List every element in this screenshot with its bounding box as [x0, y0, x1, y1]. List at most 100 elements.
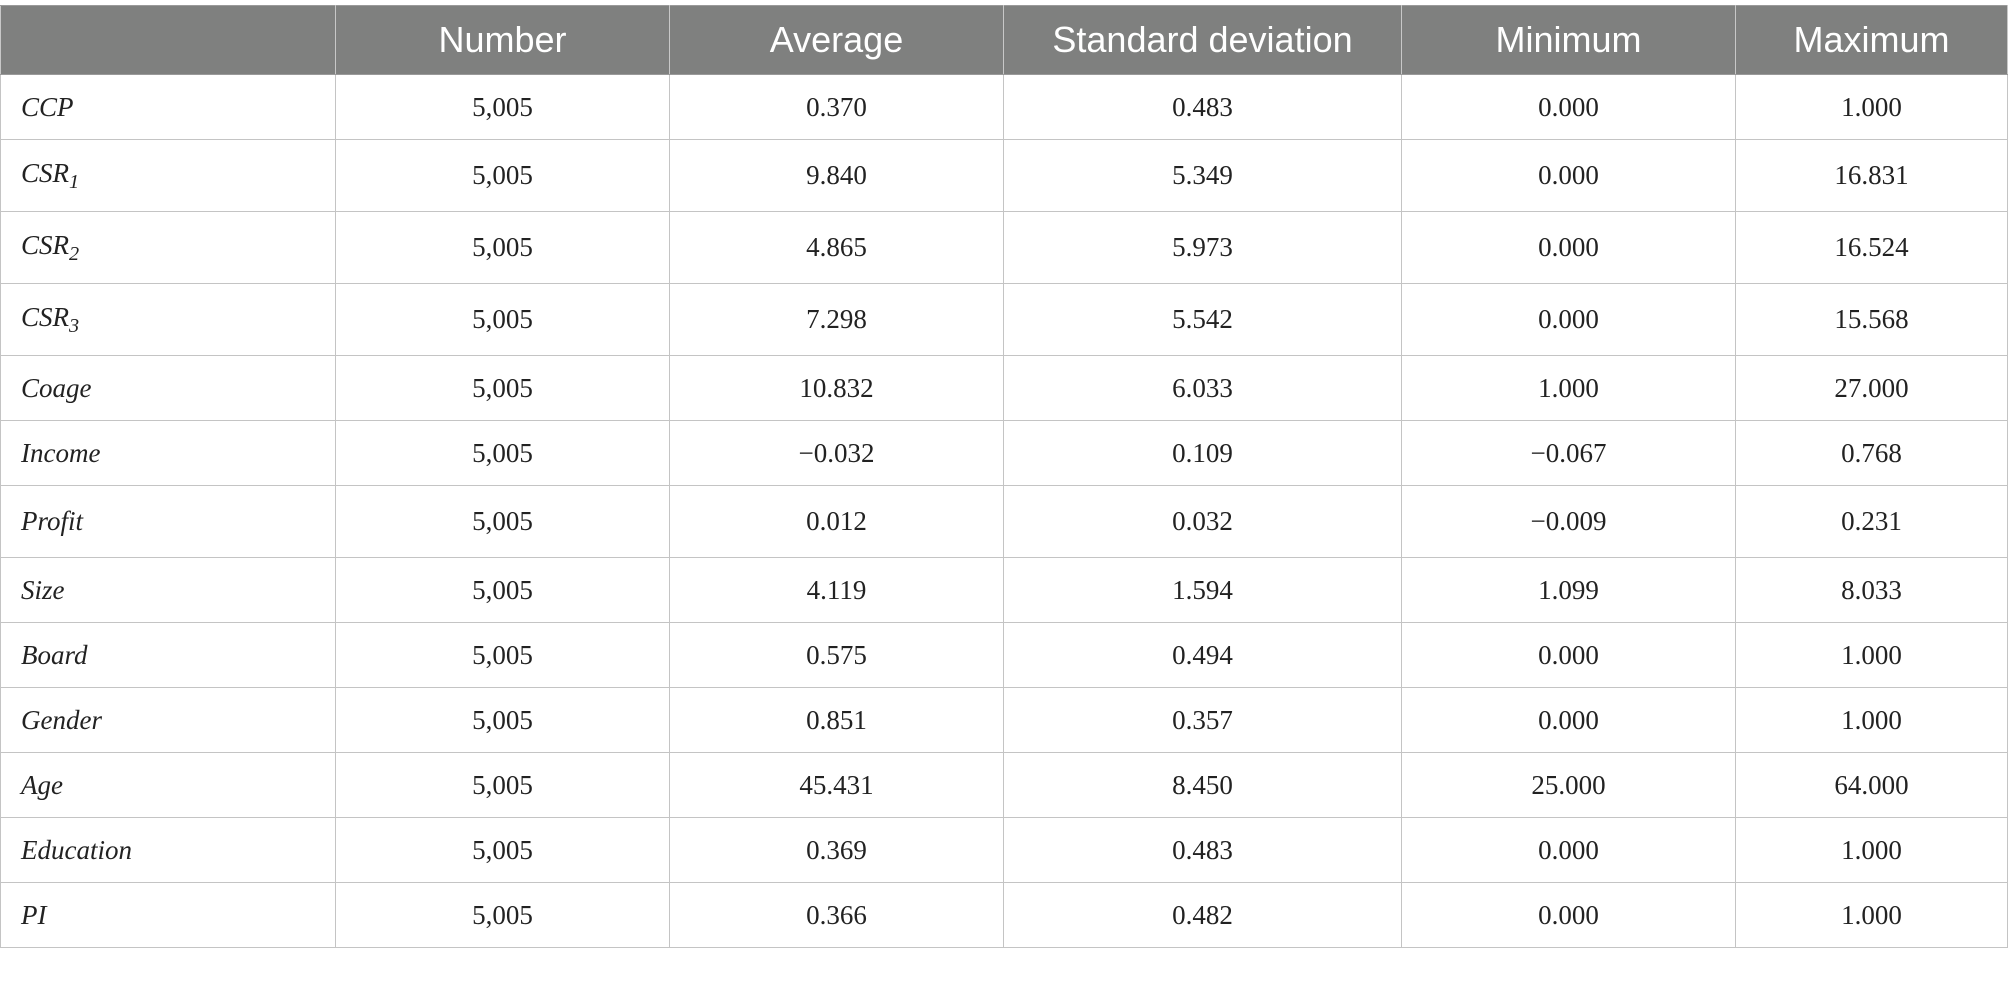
number-cell: 5,005	[335, 817, 670, 883]
variable-name-cell: Age	[0, 752, 336, 818]
variable-name-cell: Board	[0, 622, 336, 688]
minimum-cell: 0.000	[1401, 283, 1736, 356]
minimum-cell: 1.099	[1401, 557, 1736, 623]
variable-name-cell: CSR3	[0, 283, 336, 356]
minimum-cell: 0.000	[1401, 139, 1736, 212]
maximum-cell: 27.000	[1735, 355, 2008, 421]
table-header: Number Average Standard deviation Minimu…	[0, 5, 2008, 75]
maximum-cell: 1.000	[1735, 817, 2008, 883]
header-row: Number Average Standard deviation Minimu…	[0, 5, 2008, 75]
variable-name-cell: PI	[0, 882, 336, 948]
variable-name-cell: Education	[0, 817, 336, 883]
standard-deviation-cell: 6.033	[1003, 355, 1402, 421]
minimum-cell: 0.000	[1401, 882, 1736, 948]
number-cell: 5,005	[335, 622, 670, 688]
average-cell: −0.032	[669, 420, 1004, 486]
variable-name: CSR	[21, 301, 70, 332]
table-row: PI 5,005 0.366 0.482 0.000 1.000	[0, 882, 2008, 948]
standard-deviation-cell: 0.032	[1003, 485, 1402, 558]
maximum-cell: 8.033	[1735, 557, 2008, 623]
variable-name: Income	[21, 437, 101, 468]
average-cell: 0.370	[669, 74, 1004, 140]
maximum-cell: 1.000	[1735, 882, 2008, 948]
header-number: Number	[335, 5, 670, 75]
number-cell: 5,005	[335, 687, 670, 753]
descriptive-statistics-table: Number Average Standard deviation Minimu…	[0, 5, 2008, 948]
minimum-cell: 0.000	[1401, 817, 1736, 883]
minimum-cell: 0.000	[1401, 687, 1736, 753]
standard-deviation-cell: 0.482	[1003, 882, 1402, 948]
variable-name-cell: Gender	[0, 687, 336, 753]
number-cell: 5,005	[335, 485, 670, 558]
table-row: Income 5,005 −0.032 0.109 −0.067 0.768	[0, 420, 2008, 486]
table-row: CSR3 5,005 7.298 5.542 0.000 15.568	[0, 283, 2008, 356]
variable-name-cell: CSR2	[0, 211, 336, 284]
table-row: Size 5,005 4.119 1.594 1.099 8.033	[0, 557, 2008, 623]
minimum-cell: 1.000	[1401, 355, 1736, 421]
minimum-cell: 0.000	[1401, 211, 1736, 284]
variable-name: Board	[21, 639, 88, 670]
variable-subscript: 3	[69, 314, 80, 337]
number-cell: 5,005	[335, 355, 670, 421]
number-cell: 5,005	[335, 557, 670, 623]
average-cell: 9.840	[669, 139, 1004, 212]
header-variable	[0, 5, 336, 75]
maximum-cell: 1.000	[1735, 622, 2008, 688]
variable-name-cell: CCP	[0, 74, 336, 140]
table-body: CCP 5,005 0.370 0.483 0.000 1.000 CSR1 5,005 9.8…	[0, 74, 2008, 948]
number-cell: 5,005	[335, 139, 670, 212]
maximum-cell: 16.831	[1735, 139, 2008, 212]
average-cell: 7.298	[669, 283, 1004, 356]
standard-deviation-cell: 1.594	[1003, 557, 1402, 623]
average-cell: 4.865	[669, 211, 1004, 284]
maximum-cell: 1.000	[1735, 74, 2008, 140]
number-cell: 5,005	[335, 74, 670, 140]
table-row: CSR1 5,005 9.840 5.349 0.000 16.831	[0, 139, 2008, 212]
variable-name: CSR	[21, 229, 70, 260]
variable-name-cell: Profit	[0, 485, 336, 558]
table-row: Coage 5,005 10.832 6.033 1.000 27.000	[0, 355, 2008, 421]
header-maximum: Maximum	[1735, 5, 2008, 75]
minimum-cell: 0.000	[1401, 622, 1736, 688]
variable-name: Coage	[21, 372, 92, 403]
table-row: Profit 5,005 0.012 0.032 −0.009 0.231	[0, 485, 2008, 558]
average-cell: 0.366	[669, 882, 1004, 948]
standard-deviation-cell: 0.357	[1003, 687, 1402, 753]
header-standard-deviation: Standard deviation	[1003, 5, 1402, 75]
average-cell: 4.119	[669, 557, 1004, 623]
minimum-cell: 0.000	[1401, 74, 1736, 140]
table-row: CCP 5,005 0.370 0.483 0.000 1.000	[0, 74, 2008, 140]
minimum-cell: −0.067	[1401, 420, 1736, 486]
table-row: CSR2 5,005 4.865 5.973 0.000 16.524	[0, 211, 2008, 284]
variable-subscript: 1	[69, 170, 80, 193]
standard-deviation-cell: 5.349	[1003, 139, 1402, 212]
table-row: Board 5,005 0.575 0.494 0.000 1.000	[0, 622, 2008, 688]
table-row: Education 5,005 0.369 0.483 0.000 1.000	[0, 817, 2008, 883]
header-minimum: Minimum	[1401, 5, 1736, 75]
variable-name-cell: Income	[0, 420, 336, 486]
number-cell: 5,005	[335, 420, 670, 486]
average-cell: 0.012	[669, 485, 1004, 558]
maximum-cell: 15.568	[1735, 283, 2008, 356]
table-row: Gender 5,005 0.851 0.357 0.000 1.000	[0, 687, 2008, 753]
number-cell: 5,005	[335, 211, 670, 284]
variable-name: CCP	[21, 91, 74, 122]
variable-name: Age	[21, 769, 63, 800]
table-row: Age 5,005 45.431 8.450 25.000 64.000	[0, 752, 2008, 818]
average-cell: 10.832	[669, 355, 1004, 421]
standard-deviation-cell: 0.483	[1003, 74, 1402, 140]
number-cell: 5,005	[335, 752, 670, 818]
number-cell: 5,005	[335, 283, 670, 356]
maximum-cell: 0.231	[1735, 485, 2008, 558]
statistics-table-container: Number Average Standard deviation Minimu…	[0, 5, 2008, 948]
maximum-cell: 1.000	[1735, 687, 2008, 753]
maximum-cell: 64.000	[1735, 752, 2008, 818]
standard-deviation-cell: 8.450	[1003, 752, 1402, 818]
standard-deviation-cell: 0.483	[1003, 817, 1402, 883]
average-cell: 0.575	[669, 622, 1004, 688]
maximum-cell: 0.768	[1735, 420, 2008, 486]
variable-subscript: 2	[69, 242, 80, 265]
standard-deviation-cell: 5.973	[1003, 211, 1402, 284]
average-cell: 0.851	[669, 687, 1004, 753]
standard-deviation-cell: 0.494	[1003, 622, 1402, 688]
